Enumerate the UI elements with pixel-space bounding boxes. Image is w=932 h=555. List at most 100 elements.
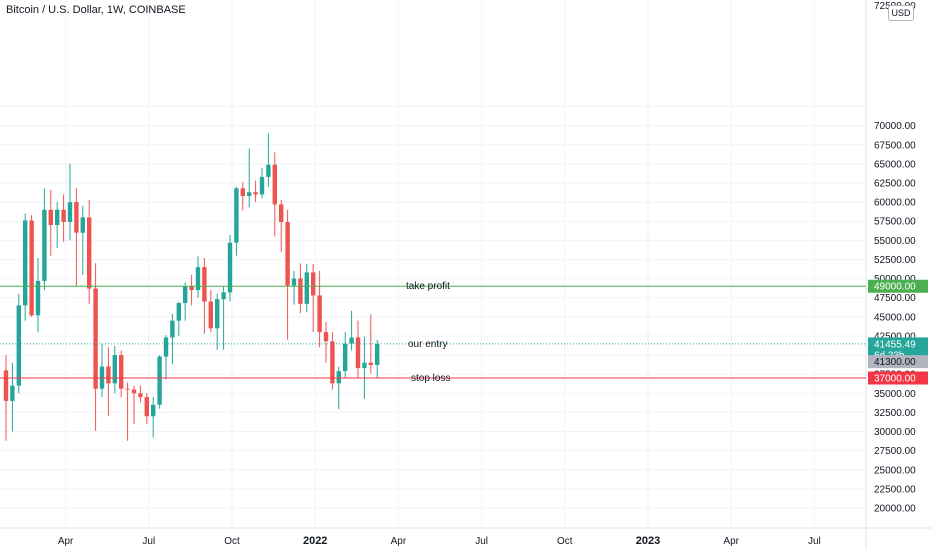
- currency-button[interactable]: USD: [888, 5, 914, 21]
- candle-up: [349, 337, 354, 344]
- candle-down: [279, 204, 284, 223]
- y-tick-label: 45000.00: [874, 312, 916, 323]
- candle-up: [227, 242, 233, 293]
- candle-up: [80, 217, 85, 233]
- candle-down: [285, 222, 290, 286]
- candle-down: [138, 393, 143, 398]
- y-tick-label: 67500.00: [874, 140, 916, 151]
- candle-up: [42, 209, 47, 281]
- candle-down: [298, 278, 303, 304]
- candle-up: [35, 280, 41, 316]
- y-tick-label: 30000.00: [874, 427, 916, 438]
- candle-down: [106, 366, 111, 384]
- candle-down: [240, 188, 245, 197]
- candle-up: [10, 385, 15, 401]
- candle-up: [151, 404, 156, 417]
- take-profit-badge-text: 49000.00: [874, 282, 916, 293]
- candle-down: [253, 192, 258, 195]
- candle-down: [368, 362, 373, 366]
- x-tick-label: Oct: [224, 536, 240, 547]
- stop-loss-text: stop loss: [411, 373, 450, 384]
- current-price-badge-text: 41455.49: [874, 339, 916, 350]
- mark-price-text: 41300.00: [874, 357, 916, 368]
- y-tick-label: 50000.00: [874, 274, 916, 285]
- entry-text: our entry: [408, 339, 447, 350]
- candle-down: [87, 217, 92, 289]
- candle-down: [330, 341, 335, 384]
- candle-down: [61, 209, 66, 223]
- candle-up: [375, 343, 380, 366]
- y-tick-label: 25000.00: [874, 465, 916, 476]
- y-tick-label: 52500.00: [874, 255, 916, 266]
- candle-up: [266, 164, 271, 177]
- candle-up: [304, 272, 309, 304]
- candle-down: [202, 267, 207, 302]
- y-tick-label: 57500.00: [874, 217, 916, 228]
- y-tick-label: 27500.00: [874, 446, 916, 457]
- stop-loss-badge: [868, 371, 928, 385]
- y-tick-label: 47500.00: [874, 293, 916, 304]
- candle-down: [3, 370, 9, 401]
- candle-down: [74, 202, 79, 233]
- candle-down: [119, 355, 124, 389]
- x-tick-label: Jul: [142, 536, 155, 547]
- x-tick-label: 2022: [303, 535, 327, 547]
- y-tick-label: 62500.00: [874, 179, 916, 190]
- x-tick-label: Apr: [58, 536, 74, 547]
- x-tick-label: Apr: [723, 536, 739, 547]
- candle-up: [259, 176, 265, 195]
- candle-up: [157, 356, 162, 405]
- candle-up: [336, 371, 341, 384]
- candle-down: [189, 286, 194, 291]
- candle-down: [29, 220, 34, 316]
- y-tick-label: 22500.00: [874, 484, 916, 495]
- y-tick-label: 60000.00: [874, 198, 916, 209]
- candle-up: [343, 343, 348, 372]
- candle-up: [23, 220, 28, 306]
- candle-down: [323, 332, 329, 342]
- candle-up: [291, 278, 297, 286]
- candle-up: [176, 303, 181, 321]
- candle-down: [131, 389, 137, 394]
- candle-up: [234, 188, 239, 243]
- candle-up: [195, 267, 201, 291]
- candle-up: [112, 355, 117, 384]
- candle-down: [93, 288, 98, 389]
- take-profit-badge: [868, 279, 928, 293]
- candle-down: [48, 209, 53, 226]
- y-tick-label: 35000.00: [874, 389, 916, 400]
- x-tick-label: 2023: [636, 535, 660, 547]
- y-tick-label: 65000.00: [874, 159, 916, 170]
- chart-title: Bitcoin / U.S. Dollar, 1W, COINBASE: [6, 4, 186, 16]
- x-tick-label: Apr: [391, 536, 407, 547]
- candle-down: [311, 272, 316, 296]
- y-tick-label: 55000.00: [874, 236, 916, 247]
- candle-up: [16, 305, 21, 386]
- candle-up: [55, 209, 60, 226]
- candle-down: [355, 337, 361, 369]
- stop-loss-badge-text: 37000.00: [874, 374, 916, 385]
- y-tick-label: 20000.00: [874, 504, 916, 515]
- candle-down: [272, 164, 277, 205]
- candle-down: [317, 295, 322, 333]
- candle-up: [170, 320, 175, 338]
- candle-up: [183, 286, 188, 304]
- y-tick-label: 32500.00: [874, 408, 916, 419]
- candle-up: [67, 202, 73, 223]
- x-tick-label: Jul: [475, 536, 488, 547]
- x-tick-label: Jul: [808, 536, 821, 547]
- candle-down: [144, 397, 149, 417]
- candle-up: [247, 192, 252, 197]
- take-profit-text: take profit: [406, 281, 450, 292]
- candle-up: [215, 299, 220, 329]
- y-tick-label: 70000.00: [874, 121, 916, 132]
- x-tick-label: Oct: [557, 536, 573, 547]
- candle-down: [125, 388, 130, 390]
- y-tick-label: 42500.00: [874, 331, 916, 342]
- candle-up: [362, 362, 367, 369]
- mark-price-badge: [868, 355, 928, 369]
- candle-up: [163, 337, 169, 357]
- candle-up: [221, 292, 226, 300]
